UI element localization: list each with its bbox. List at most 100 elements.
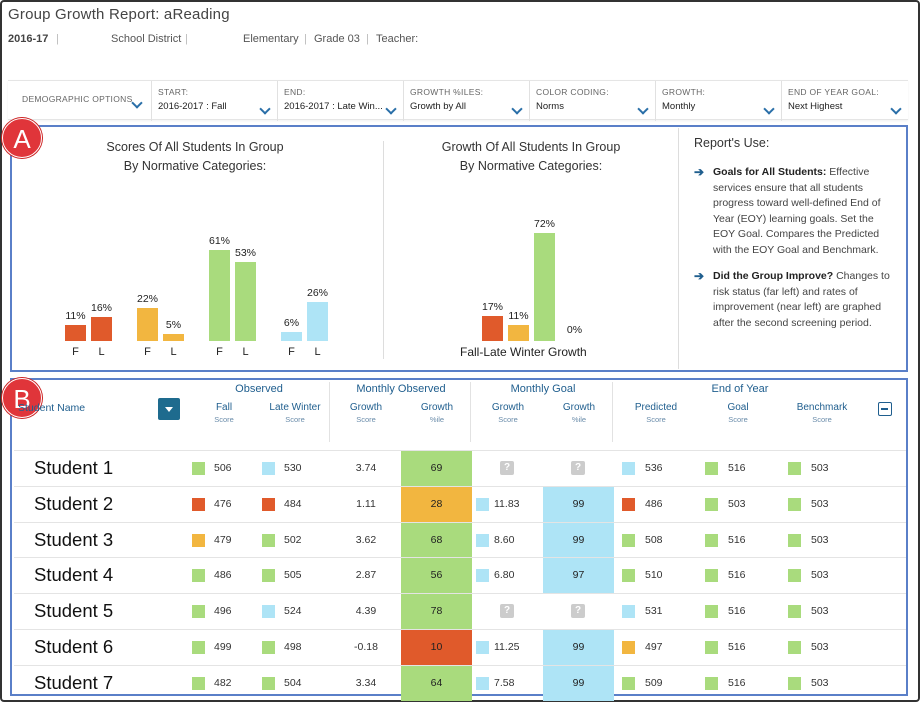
benchmark-score: 503 [811,641,829,653]
growth-percentile-cell: 56 [401,558,472,594]
color-coding-value: Norms [536,101,564,112]
predicted-score-indicator [622,533,635,547]
end-of-year-goal-dropdown[interactable]: END OF YEAR GOAL: Next Highest [782,81,908,121]
growth-chart-title: Growth Of All Students In Group By Norma… [403,138,659,176]
divider: | [56,33,59,45]
col-sub: Score [285,415,305,424]
table-row[interactable]: Student 6 499 498 -0.18 10 11.25 99 497 516 503 [14,629,906,665]
goal-score-indicator [705,462,718,475]
goal-growth-percentile-cell: 99 [543,486,614,522]
predicted-score-indicator [622,462,635,475]
group-monthly-goal: Monthly Goal [510,383,576,395]
late-winter-score-indicator [262,605,275,619]
col-fall-score[interactable]: Fall Score [200,402,248,426]
student-name: Student 1 [34,457,114,478]
late-winter-score-indicator [262,497,275,511]
col-goal-growth-percentile[interactable]: Growth %ile [551,402,607,426]
demographic-options-dropdown[interactable]: DEMOGRAPHIC OPTIONS [8,81,152,121]
growth-percentiles-dropdown[interactable]: GROWTH %ILES: Growth by All [404,81,530,121]
table-row[interactable]: Student 3 479 502 3.62 68 8.60 99 508 516 503 [14,521,906,558]
col-sub: %ile [571,415,587,424]
score-bar-label: 26% [306,287,328,299]
score-bar [163,333,184,341]
benchmark-score: 503 [811,569,829,582]
divider [678,128,679,369]
end-dropdown[interactable]: END: 2016-2017 : Late Win... [278,81,404,121]
scores-chart-title: Scores Of All Students In Group By Norma… [40,138,350,176]
fall-score: 479 [214,533,232,546]
growth-percentiles-value: Growth by All [410,101,466,112]
score-axis-label: F [144,346,151,358]
predicted-score: 510 [645,569,663,582]
goal-score: 503 [728,497,746,510]
color-coding-dropdown[interactable]: COLOR CODING: Norms [530,81,656,121]
col-growth-percentile[interactable]: Growth %ile [409,402,465,426]
goal-score: 516 [728,641,746,653]
table-row[interactable]: Student 4 486 505 2.87 56 6.80 97 510 516 503 [14,557,906,594]
col-predicted-score[interactable]: Predicted Score [626,402,686,426]
start-dropdown[interactable]: START: 2016-2017 : Fall [152,81,278,121]
col-goal-score[interactable]: Goal Score [710,402,766,426]
benchmark-score-indicator [788,533,801,547]
divider [612,382,613,442]
divider [470,382,471,442]
arrow-right-icon: ➔ [694,165,705,179]
group-end-of-year: End of Year [711,383,769,395]
growth-label: GROWTH: [662,87,706,97]
score-axis-label: L [98,346,105,358]
score-axis-label: L [170,346,177,358]
demographic-label: DEMOGRAPHIC OPTIONS [22,94,133,104]
predicted-score: 486 [645,497,663,510]
growth-value: Monthly [662,101,696,112]
col-growth-score[interactable]: Growth Score [338,402,394,426]
growth-dropdown[interactable]: GROWTH: Monthly [656,81,782,121]
score-bar-label: 11% [65,309,86,322]
scores-chart-title-line2: By Normative Categories: [123,159,267,173]
goal-score-indicator [705,497,718,511]
col-label: Growth [491,402,525,413]
col-benchmark-score[interactable]: Benchmark Score [786,402,858,426]
growth-bar-label: 72% [533,218,555,230]
late-winter-score: 484 [284,497,302,510]
predicted-score: 508 [645,533,663,546]
table-row[interactable]: Student 7 482 504 3.34 64 7.58 99 509 516 503 [14,664,906,701]
page-title: Group Growth Report: aReading [8,6,230,23]
col-late-winter-score[interactable]: Late Winter Score [260,402,330,426]
school-name: Elementary [243,33,299,45]
fall-score: 499 [214,641,232,653]
col-label: Goal [727,402,749,413]
divider: | [185,33,188,45]
late-winter-score-indicator [262,641,275,654]
score-bar [307,302,328,341]
student-name-header[interactable]: Student Name [18,402,86,414]
table-row[interactable]: Student 1 506 530 3.74 69?? 536 516 503 [14,450,906,486]
table-row[interactable]: Student 2 476 484 1.11 28 11.83 99 486 503 503 [14,485,906,522]
predicted-score-indicator [622,676,635,690]
goal-score-indicator [705,605,718,619]
goal-score-indicator [705,533,718,547]
school-year: 2016-17 [8,33,49,45]
col-goal-growth-score[interactable]: Growth Score [480,402,536,426]
score-bar [235,261,256,341]
student-name: Student 2 [34,492,114,514]
col-label: Growth [562,402,596,413]
benchmark-score: 503 [811,676,829,689]
score-bar-label: 22% [136,293,158,305]
goal-growth-score: 11.83 [494,497,520,510]
collapse-icon[interactable] [878,402,892,416]
missing-data-icon: ? [571,604,585,619]
col-label: Benchmark [796,402,848,413]
score-bar-label: 16% [90,302,112,314]
score-bar [91,317,112,341]
late-winter-score-indicator [262,533,275,547]
late-winter-score: 498 [284,641,302,653]
table-row[interactable]: Student 5 496 524 4.39 78?? 531 516 503 [14,593,906,630]
divider [329,382,330,442]
sort-button[interactable] [158,398,180,420]
fall-score-indicator [192,569,205,583]
report-use-goals: ➔ Goals for All Students: Effective serv… [694,165,890,258]
col-sub: Score [356,415,376,424]
col-sub: %ile [429,415,445,424]
annotation-marker-b: B [2,378,42,418]
score-bar [65,324,86,341]
